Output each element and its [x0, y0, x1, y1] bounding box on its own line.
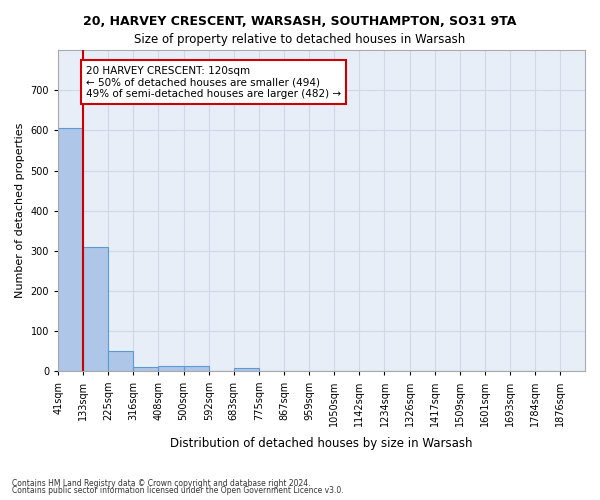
Bar	[133, 366, 158, 372]
Text: 20, HARVEY CRESCENT, WARSASH, SOUTHAMPTON, SO31 9TA: 20, HARVEY CRESCENT, WARSASH, SOUTHAMPTO…	[83, 15, 517, 28]
Text: Contains HM Land Registry data © Crown copyright and database right 2024.: Contains HM Land Registry data © Crown c…	[12, 478, 311, 488]
Text: 20 HARVEY CRESCENT: 120sqm
← 50% of detached houses are smaller (494)
49% of sem: 20 HARVEY CRESCENT: 120sqm ← 50% of deta…	[86, 66, 341, 98]
Bar	[83, 247, 109, 372]
Bar	[234, 368, 259, 372]
X-axis label: Distribution of detached houses by size in Warsash: Distribution of detached houses by size …	[170, 437, 473, 450]
Text: Contains public sector information licensed under the Open Government Licence v3: Contains public sector information licen…	[12, 486, 344, 495]
Text: Size of property relative to detached houses in Warsash: Size of property relative to detached ho…	[134, 32, 466, 46]
Y-axis label: Number of detached properties: Number of detached properties	[15, 123, 25, 298]
Bar	[184, 366, 209, 372]
Bar	[158, 366, 184, 372]
Bar	[109, 352, 133, 372]
Bar	[58, 128, 83, 372]
